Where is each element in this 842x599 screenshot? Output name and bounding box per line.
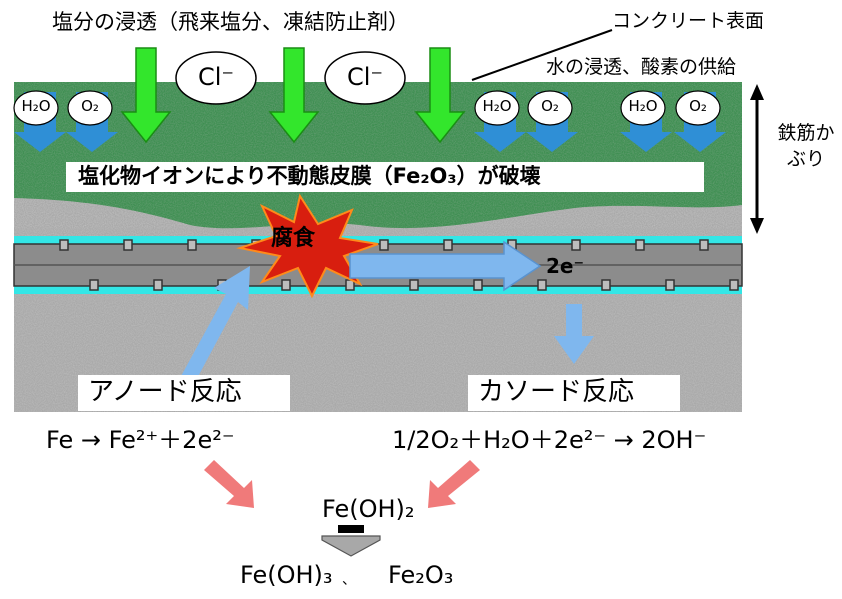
rebar-rib (635, 239, 645, 251)
anode-reaction-label: アノード反応 (88, 377, 242, 407)
rebar-rib (601, 279, 611, 291)
rebar-rib (665, 279, 675, 291)
rebar-rib (571, 239, 581, 251)
cathode-reaction-arrow (428, 460, 480, 508)
chloride-ion-bubbles (175, 51, 406, 105)
rebar-rib (153, 279, 163, 291)
cathode-label-box (468, 375, 680, 411)
product-separator: 、 (342, 572, 356, 588)
anode-label-box (78, 375, 290, 411)
oxygen-molecule-2: O₂ (541, 97, 559, 115)
corrosion-burst (236, 193, 379, 299)
anode-flow-arrow (180, 266, 250, 384)
ferrous-hydroxide: Fe(OH)₂ (322, 495, 415, 523)
concrete-surface-label: コンクリート表面 (612, 10, 765, 32)
cathode-equation: 1/2O₂＋H₂O＋2e²⁻ → 2OH⁻ (392, 426, 707, 454)
rebar-rib (89, 279, 99, 291)
surface-leader-line (471, 29, 613, 81)
cathode-flow-arrow (554, 304, 594, 364)
corrosion-label: 腐食 (271, 226, 316, 251)
oxidation-down-arrow (321, 535, 381, 557)
ferric-hydroxide: Fe(OH)₃ (240, 561, 333, 589)
water-molecule-3: H₂O (628, 97, 658, 115)
rebar-rib (729, 279, 739, 291)
rebar-rib (473, 279, 483, 291)
anode-equation: Fe → Fe²⁺＋2e²⁻ (46, 426, 235, 454)
cathode-reaction-label: カソード反応 (478, 377, 635, 407)
rebar-rib (59, 239, 69, 251)
iron-oxide: Fe₂O₃ (388, 561, 454, 589)
oxygen-molecule-1: O₂ (81, 97, 99, 115)
precipitate-block (338, 525, 364, 533)
chloride-ion-1: Cl⁻ (197, 63, 235, 91)
chloride-ion-2: Cl⁻ (346, 63, 384, 91)
rebar-rib (409, 279, 419, 291)
chloride-penetration-arrows (120, 47, 466, 144)
molecule-bubbles (13, 90, 721, 126)
rebar-rib (537, 279, 547, 291)
water-oxygen-label: 水の浸透、酸素の供給 (546, 56, 737, 78)
passive-film-box (66, 162, 704, 192)
water-molecule-2: H₂O (482, 97, 512, 115)
rebar-rib (281, 279, 291, 291)
rebar-rib (187, 239, 197, 251)
cover-thickness-arrow (750, 84, 764, 234)
salt-penetration-label: 塩分の浸透（飛来塩分、凍結防止剤） (52, 10, 409, 34)
rebar-rib (699, 239, 709, 251)
rebar-rib (443, 239, 453, 251)
anode-reaction-arrow (204, 460, 254, 508)
oxygen-molecule-3: O₂ (689, 97, 707, 115)
electron-label: 2e⁻ (546, 254, 585, 278)
passive-film-text: 塩化物イオンにより不動態皮膜（Fe₂O₃）が破壊 (78, 164, 541, 188)
water-molecule-1: H₂O (21, 97, 51, 115)
rebar-rib (379, 239, 389, 251)
electron-flow-arrow (349, 240, 542, 292)
rebar-cover-label: 鉄筋かぶり (777, 122, 835, 170)
rebar-rib (123, 239, 133, 251)
